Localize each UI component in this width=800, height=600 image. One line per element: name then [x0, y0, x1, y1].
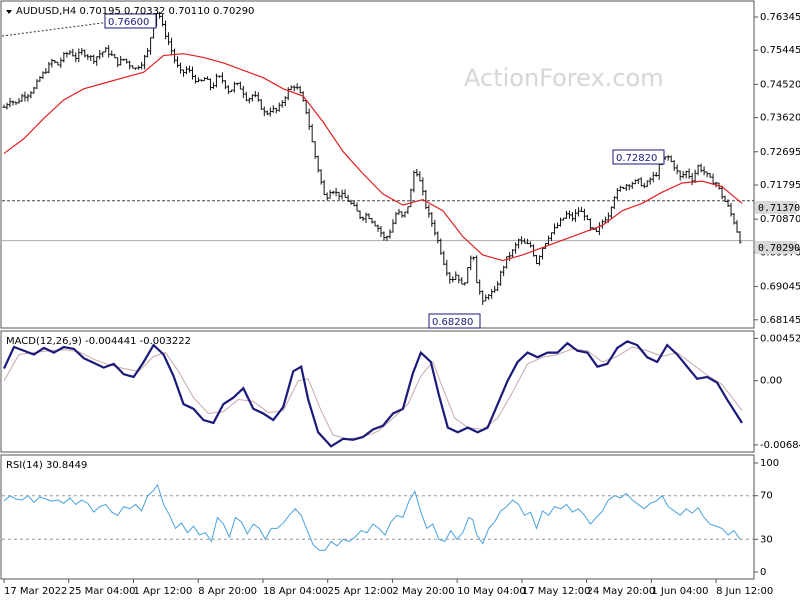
price-tag-bg [755, 201, 797, 214]
time-tick-label: 25 Apr 12:00 [328, 586, 393, 597]
rsi-tick-label: 30 [760, 534, 773, 545]
time-tick-label: 2 May 20:00 [392, 586, 454, 597]
price-tick-label: 0.75445 [760, 45, 800, 56]
price-tag-label: 0.70290 [758, 243, 800, 254]
price-tick-label: 0.70870 [760, 214, 800, 225]
rsi-tick-label: 100 [760, 458, 779, 469]
rsi-tick-label: 0 [760, 567, 766, 578]
time-tick-label: 1 Apr 12:00 [133, 586, 192, 597]
macd-tick-label: 0.00 [760, 376, 782, 387]
rsi-line [3, 483, 741, 551]
time-tick-label: 8 Apr 20:00 [198, 586, 257, 597]
time-tick-label: 18 Apr 04:00 [263, 586, 328, 597]
annotation-label: 0.68280 [432, 317, 473, 328]
time-tick-label: 17 Mar 2022 [4, 586, 67, 597]
time-tick-label: 24 May 20:00 [587, 586, 656, 597]
annotation-high-1: 0.76600 [104, 13, 157, 29]
macd-tick-label: 0.004522 [760, 333, 800, 344]
price-tag-bg [755, 241, 797, 254]
time-tick-label: 1 Jun 04:00 [651, 586, 708, 597]
annotation-box [104, 13, 157, 29]
annotation-label: 0.76600 [108, 17, 149, 28]
price-tick-label: 0.73620 [760, 113, 800, 124]
price-header: AUDUSD,H4 0.70195 0.70332 0.70110 0.7029… [16, 6, 254, 17]
price-tick-label: 0.76345 [760, 12, 800, 23]
time-tick-label: 8 Jun 12:00 [716, 586, 773, 597]
rsi-header: RSI(14) 30.8449 [6, 460, 87, 471]
time-axis: 17 Mar 2022 25 Mar 04:001 Apr 12:00 8 Apr … [3, 579, 773, 597]
price-tick-label: 0.71795 [760, 180, 800, 191]
price-tag-1: 0.71370 [755, 201, 800, 214]
time-tick-label: 10 May 04:00 [457, 586, 526, 597]
macd-axis: 0.004522 0.00 -0.006848 [754, 333, 800, 451]
macd-panel-frame [0, 330, 755, 453]
moving-average-line [3, 53, 743, 262]
price-candles [2, 11, 742, 305]
annotation-low: 0.68280 [428, 313, 481, 329]
macd-tick-label: -0.006848 [760, 440, 800, 451]
annotation-box [612, 149, 665, 165]
watermark: ActionForex.com [464, 64, 664, 92]
price-tag-label: 0.71370 [758, 203, 800, 214]
price-tick-label: 0.74520 [760, 79, 800, 90]
annotation-label: 0.72820 [616, 153, 657, 164]
price-tick-label: 0.68145 [760, 315, 800, 326]
annotation-box [428, 313, 481, 329]
price-panel-frame [0, 0, 755, 329]
time-tick-label: 17 May 12:00 [522, 586, 591, 597]
price-tick-label: 0.72695 [760, 147, 800, 158]
time-tick-label: 25 Mar 04:00 [69, 586, 136, 597]
rsi-tick-label: 70 [760, 491, 773, 502]
dropdown-triangle-icon[interactable] [6, 10, 12, 14]
rsi-panel-frame [0, 454, 755, 580]
annotation-high-2: 0.72820 [612, 149, 665, 165]
price-tag-2: 0.70290 [755, 241, 800, 254]
macd-line [3, 340, 743, 448]
macd-header: MACD(12,26,9) -0.004441 -0.003222 [6, 336, 191, 347]
price-tick-label: 0.69045 [760, 282, 800, 293]
rsi-axis: 100 70 30 0 [754, 458, 779, 578]
